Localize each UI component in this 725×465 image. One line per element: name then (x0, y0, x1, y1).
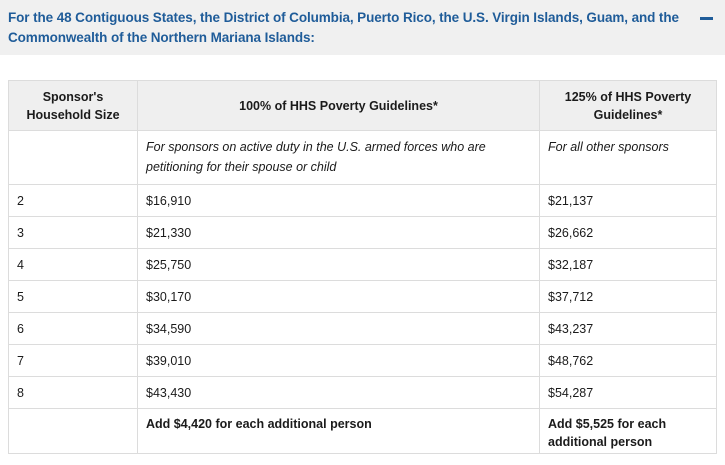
table-description-row: For sponsors on active duty in the U.S. … (8, 130, 717, 185)
poverty-100-cell: $30,170 (137, 280, 540, 313)
table-row: 4 $25,750 $32,187 (8, 248, 717, 281)
poverty-100-cell: $39,010 (137, 344, 540, 377)
table-header-row: Sponsor's Household Size 100% of HHS Pov… (8, 80, 717, 131)
poverty-125-cell: $48,762 (539, 344, 717, 377)
household-size-cell: 6 (8, 312, 138, 345)
household-size-cell: 5 (8, 280, 138, 313)
poverty-100-cell: $43,430 (137, 376, 540, 409)
table-row: 2 $16,910 $21,137 (8, 184, 717, 217)
household-size-cell: 4 (8, 248, 138, 281)
poverty-125-cell: $32,187 (539, 248, 717, 281)
poverty-100-cell: $21,330 (137, 216, 540, 249)
footer-125-percent: Add $5,525 for each additional person (539, 408, 717, 454)
table-row: 8 $43,430 $54,287 (8, 376, 717, 409)
poverty-guidelines-table: Sponsor's Household Size 100% of HHS Pov… (8, 80, 717, 454)
poverty-125-cell: $21,137 (539, 184, 717, 217)
table-row: 5 $30,170 $37,712 (8, 280, 717, 313)
poverty-100-cell: $16,910 (137, 184, 540, 217)
footer-100-percent: Add $4,420 for each additional person (137, 408, 540, 454)
household-size-cell: 3 (8, 216, 138, 249)
description-125-percent: For all other sponsors (539, 130, 717, 185)
minus-icon[interactable] (700, 17, 713, 20)
table-row: 7 $39,010 $48,762 (8, 344, 717, 377)
poverty-100-cell: $25,750 (137, 248, 540, 281)
poverty-125-cell: $43,237 (539, 312, 717, 345)
description-100-percent: For sponsors on active duty in the U.S. … (137, 130, 540, 185)
header-125-percent: 125% of HHS Poverty Guidelines* (539, 80, 717, 131)
accordion-title[interactable]: For the 48 Contiguous States, the Distri… (8, 10, 679, 45)
table-footer-row: Add $4,420 for each additional person Ad… (8, 408, 717, 454)
header-100-percent: 100% of HHS Poverty Guidelines* (137, 80, 540, 131)
accordion-header[interactable]: For the 48 Contiguous States, the Distri… (0, 0, 725, 55)
footer-household-size (8, 408, 138, 454)
table-row: 3 $21,330 $26,662 (8, 216, 717, 249)
table-row: 6 $34,590 $43,237 (8, 312, 717, 345)
household-size-cell: 7 (8, 344, 138, 377)
accordion-panel: Sponsor's Household Size 100% of HHS Pov… (0, 55, 725, 465)
household-size-cell: 8 (8, 376, 138, 409)
description-household-size (8, 130, 138, 185)
household-size-cell: 2 (8, 184, 138, 217)
poverty-125-cell: $37,712 (539, 280, 717, 313)
poverty-100-cell: $34,590 (137, 312, 540, 345)
poverty-125-cell: $54,287 (539, 376, 717, 409)
header-household-size: Sponsor's Household Size (8, 80, 138, 131)
poverty-125-cell: $26,662 (539, 216, 717, 249)
